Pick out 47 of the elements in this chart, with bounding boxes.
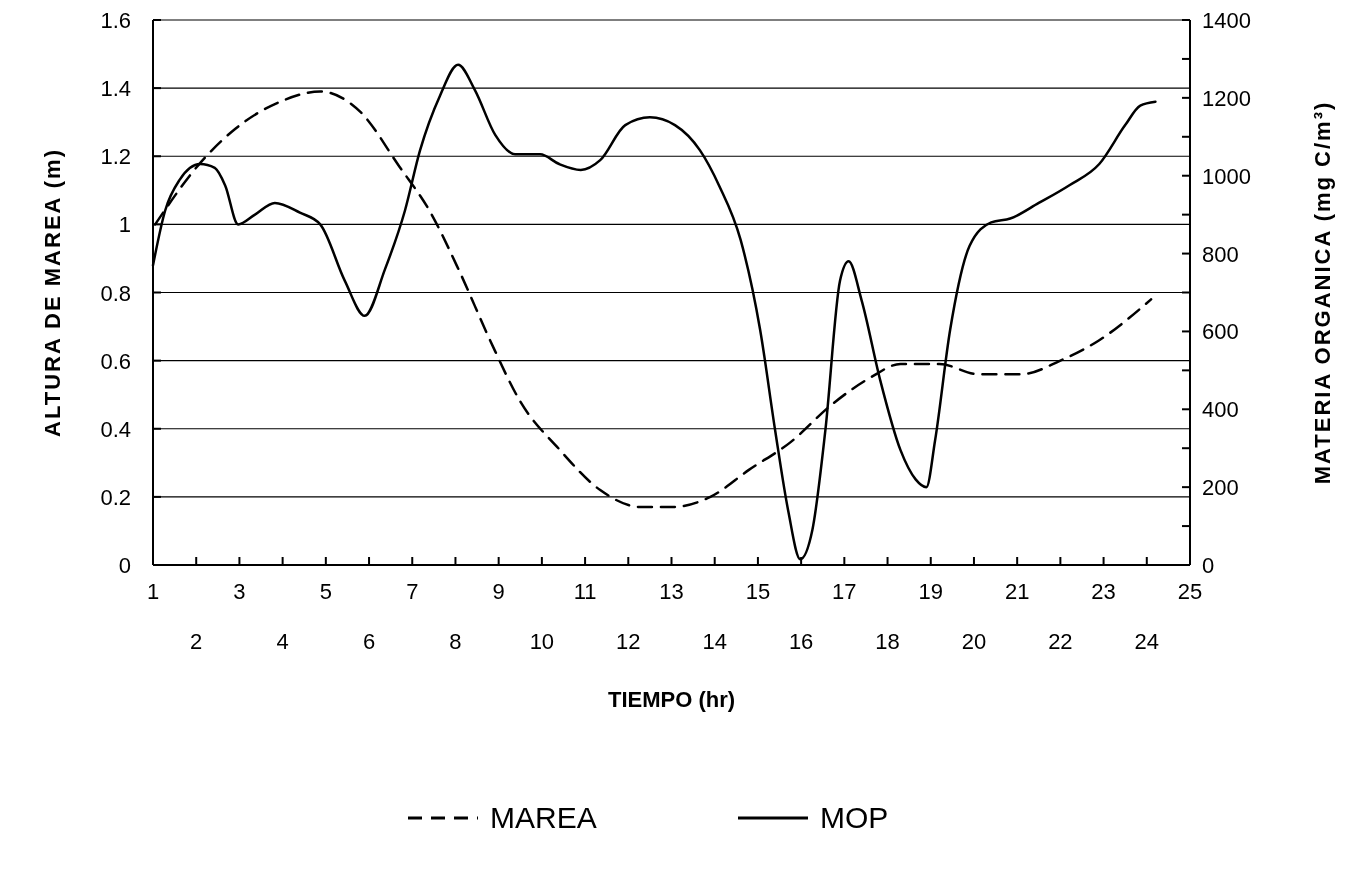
legend-label: MAREA: [490, 801, 597, 834]
y2-tick-label: 200: [1202, 475, 1239, 501]
y-tick-label: 1.6: [100, 8, 131, 33]
x-tick-label: 19: [918, 579, 943, 604]
y-tick-label: 0.8: [100, 280, 131, 306]
x-tick-label: 9: [492, 579, 505, 604]
legend-label: MOP: [820, 801, 889, 834]
x2-tick-label: 12: [616, 629, 641, 654]
x2-tick-label: 14: [702, 629, 727, 654]
y-tick-label: 0.2: [100, 484, 131, 510]
x-tick-label: 15: [745, 579, 771, 604]
x-tick-label: 25: [1177, 579, 1203, 604]
y-tick-label: 1.2: [100, 144, 131, 170]
x-axis-title: TIEMPO (hr): [607, 687, 736, 712]
x-tick-label: 11: [573, 579, 597, 604]
y-tick-label: 1.4: [100, 76, 131, 102]
x2-tick-label: 18: [875, 629, 900, 654]
x2-tick-label: 8: [449, 629, 462, 654]
x-tick-label: 3: [233, 579, 246, 604]
x-tick-label: 23: [1091, 579, 1116, 604]
y2-tick-label: 1000: [1202, 163, 1251, 189]
x-tick-label: 1: [146, 579, 160, 604]
x2-tick-label: 6: [362, 629, 376, 654]
x2-tick-label: 22: [1048, 629, 1073, 654]
x2-tick-label: 2: [190, 629, 203, 654]
x-tick-label: 7: [406, 579, 419, 604]
x2-tick-label: 10: [529, 629, 555, 654]
x2-tick-label: 4: [276, 629, 289, 654]
x-tick-label: 17: [832, 579, 857, 604]
y-tick-label: 0: [118, 553, 131, 578]
x-tick-label: 5: [319, 579, 332, 604]
y-tick-label: 0.4: [100, 416, 131, 442]
x2-tick-label: 20: [961, 629, 987, 654]
x2-tick-label: 16: [788, 629, 814, 654]
y2-tick-label: 1400: [1202, 8, 1251, 33]
y-axis-title: ALTURA DE MAREA (m): [40, 148, 65, 437]
y2-tick-label: 600: [1202, 319, 1239, 345]
y-tick-label: 1: [118, 212, 131, 238]
y-tick-label: 0.6: [100, 348, 131, 374]
x-tick-label: 13: [659, 579, 684, 604]
x-tick-label: 21: [1004, 579, 1030, 604]
y2-tick-label: 0: [1202, 553, 1215, 578]
y2-axis-title: MATERIA ORGANICA (mg C/m³): [1310, 100, 1335, 485]
y2-tick-label: 800: [1202, 241, 1239, 267]
x2-tick-label: 24: [1134, 629, 1160, 654]
y2-tick-label: 400: [1202, 397, 1239, 423]
y2-tick-label: 1200: [1202, 85, 1251, 111]
